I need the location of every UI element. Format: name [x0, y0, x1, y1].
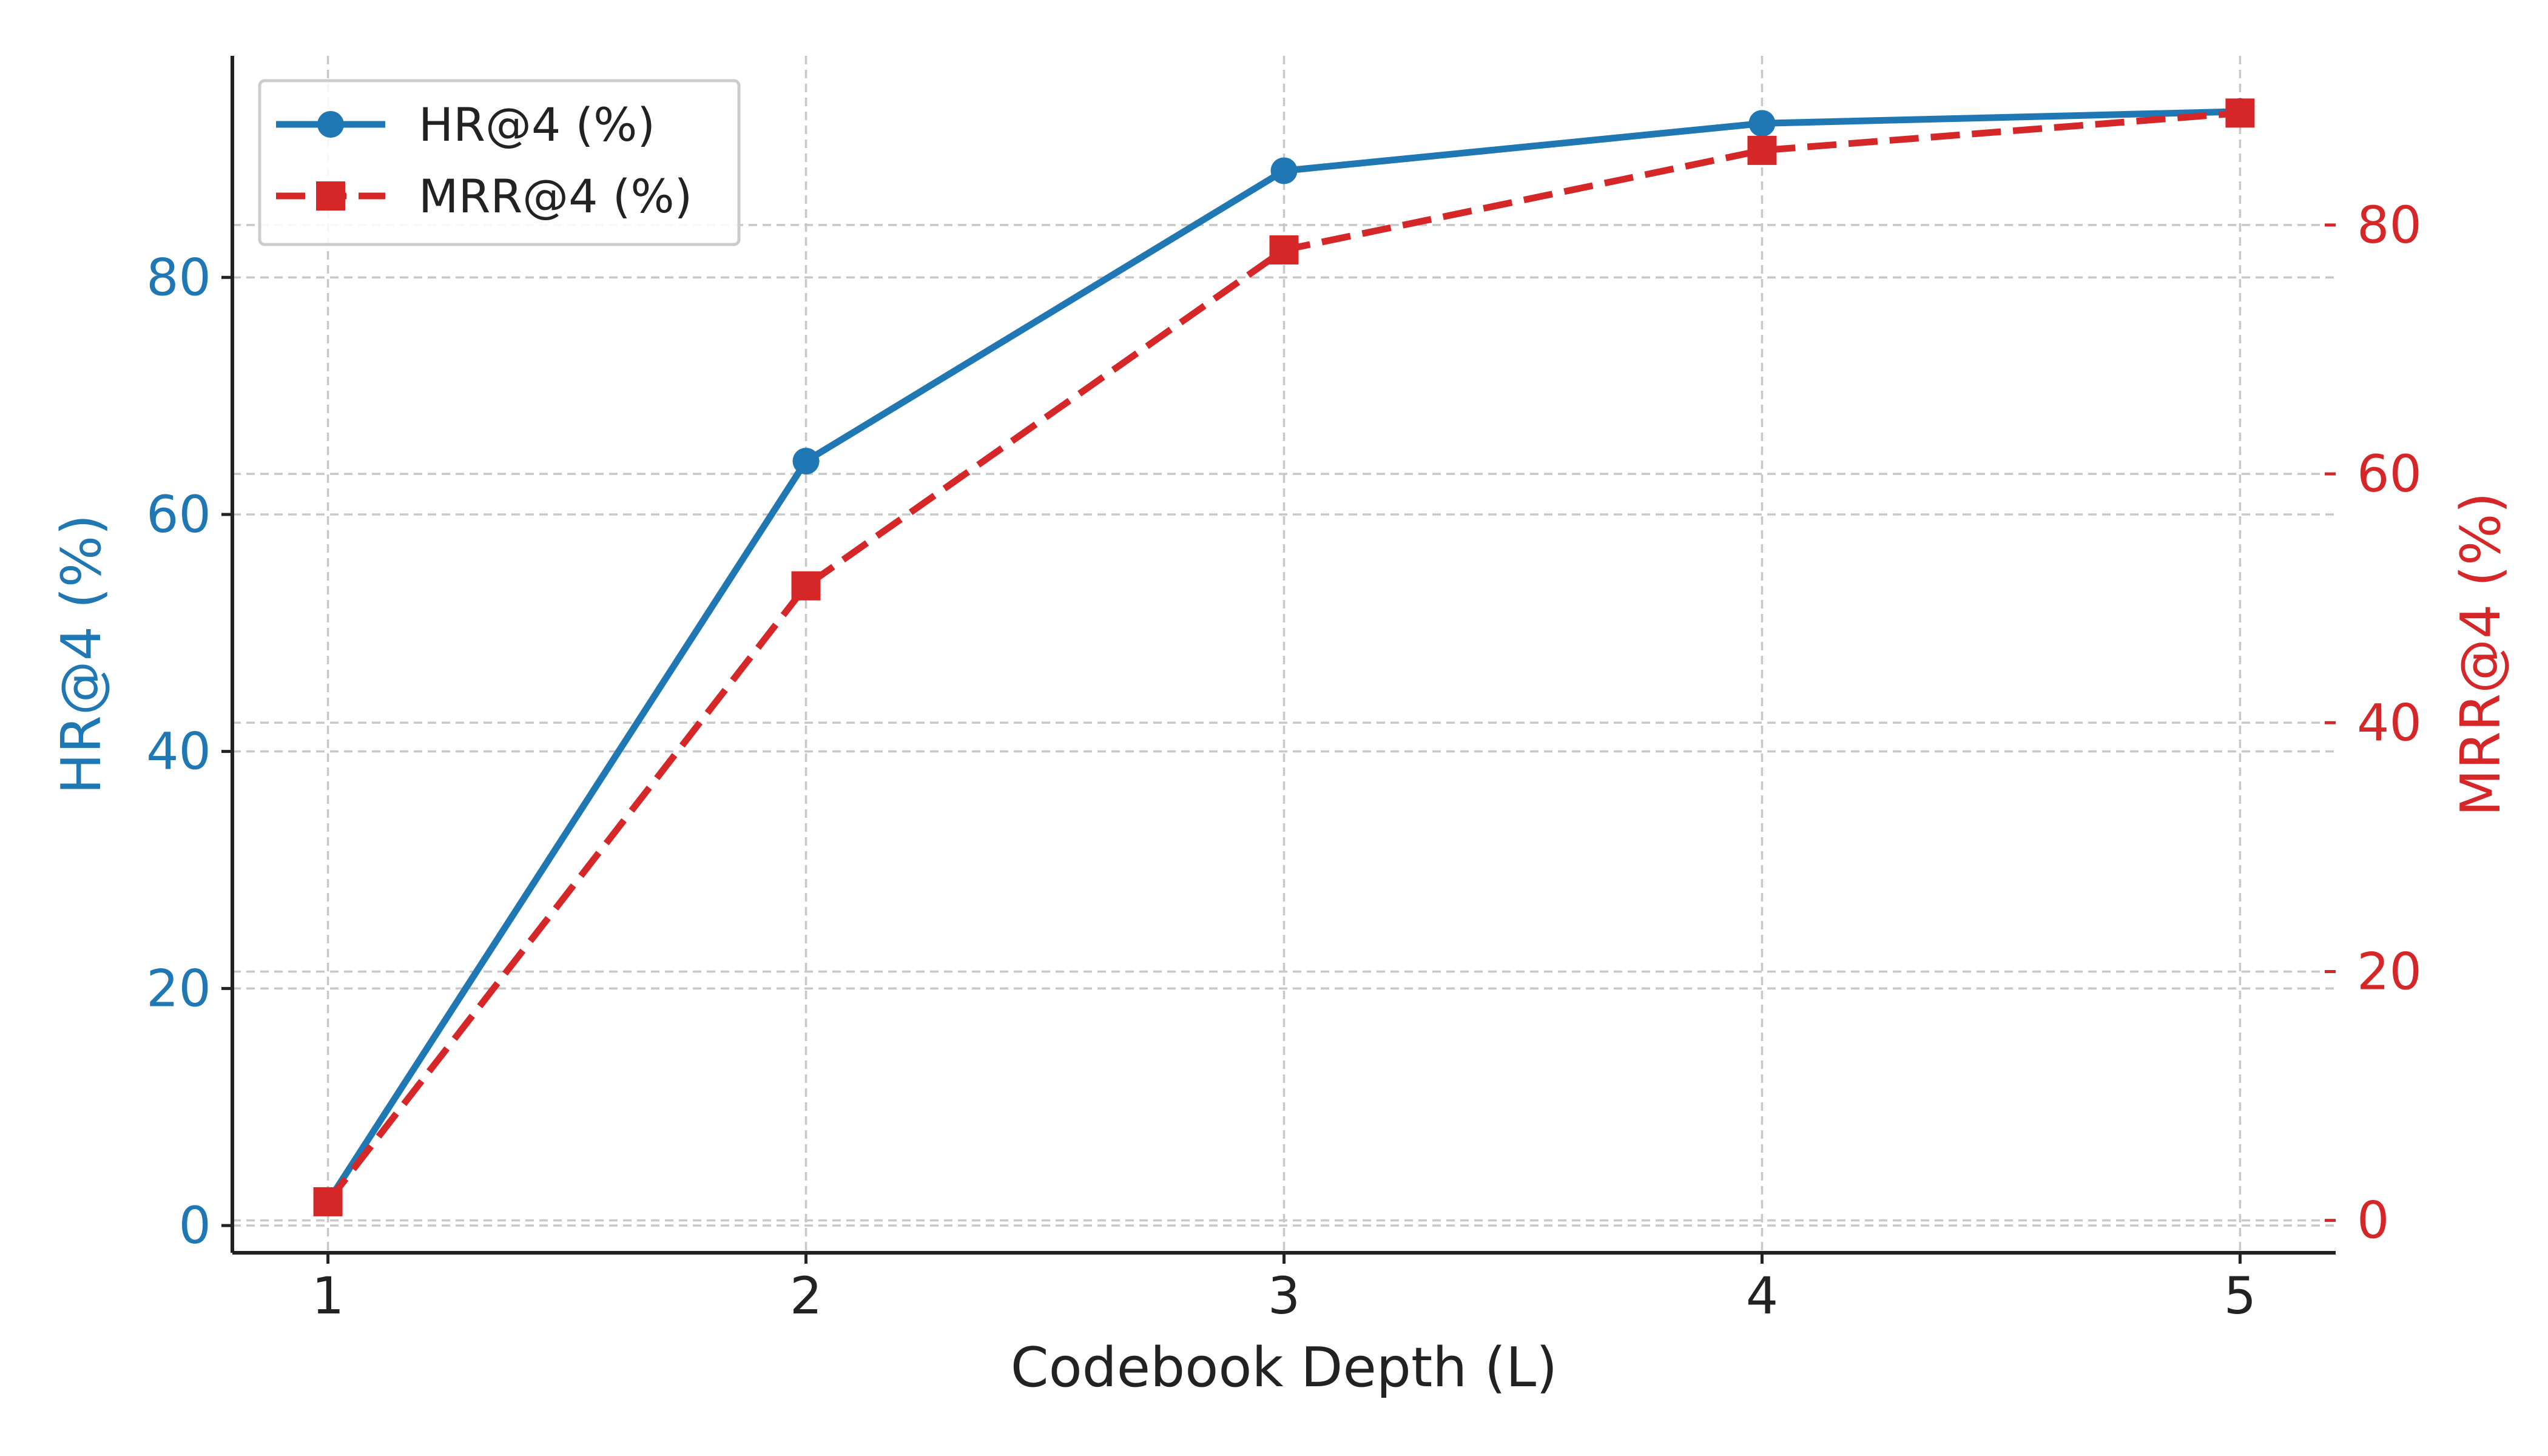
legend-marker-square: [316, 181, 345, 211]
hr-data-point: [1270, 157, 1298, 184]
legend-marker-circle: [317, 111, 344, 138]
hr-data-point: [1748, 110, 1776, 137]
left-y-tick-label: 60: [146, 485, 211, 544]
right-y-axis-title: MRR@4 (%): [2449, 492, 2513, 816]
x-axis-title: Codebook Depth (L): [1011, 1336, 1558, 1400]
mrr-data-point: [2225, 98, 2255, 128]
right-y-tick-label: 60: [2357, 444, 2422, 504]
series-layer: [313, 98, 2255, 1216]
legend: HR@4 (%) MRR@4 (%): [258, 79, 741, 246]
left-y-axis-title: HR@4 (%): [50, 514, 113, 795]
mrr-data-point: [1747, 135, 1777, 165]
axes: [221, 56, 2336, 1264]
x-tick-label: 4: [1746, 1266, 1778, 1326]
left-y-tick-label: 20: [146, 959, 211, 1018]
tick-labels: 1 2 3 4 5 0 20 40 60 80 0 20 40 60 80: [146, 195, 2422, 1326]
mrr-data-point: [313, 1187, 343, 1216]
left-y-tick-label: 40: [146, 722, 211, 781]
right-y-tick-label: 20: [2357, 942, 2422, 1001]
right-y-tick-label: 0: [2357, 1191, 2389, 1250]
mrr-data-point: [791, 571, 821, 601]
right-y-tick-label: 40: [2357, 693, 2422, 752]
left-y-tick-label: 80: [146, 248, 211, 307]
left-y-tick-label: 0: [179, 1196, 211, 1255]
hr-data-point: [792, 448, 820, 475]
x-tick-label: 5: [2224, 1266, 2256, 1326]
x-tick-label: 2: [790, 1266, 822, 1326]
legend-label: HR@4 (%): [419, 98, 655, 152]
mrr-data-point: [1269, 235, 1299, 265]
x-tick-label: 1: [312, 1266, 344, 1326]
right-y-tick-label: 80: [2357, 195, 2422, 255]
x-tick-label: 3: [1268, 1266, 1300, 1326]
grid-lines: [232, 56, 2336, 1253]
legend-label: MRR@4 (%): [419, 169, 692, 223]
